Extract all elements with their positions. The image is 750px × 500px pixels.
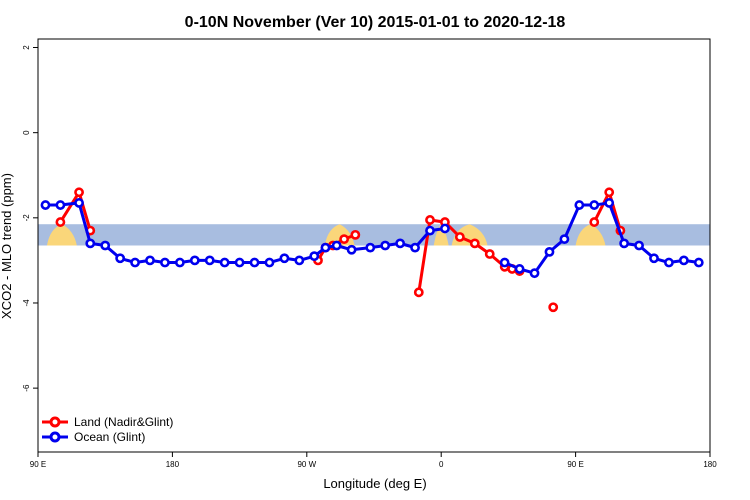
data-point [440,223,450,234]
data-point [499,257,510,268]
plot-frame [37,38,711,453]
x-tick-label: 90 W [297,460,316,469]
data-point [678,255,689,266]
data-point [40,200,51,210]
data-point [85,238,96,249]
data-point [529,268,540,279]
data-point [55,217,66,227]
data-point [294,255,305,266]
data-point [130,257,140,268]
x-tick-label: 180 [703,460,717,469]
y-axis: 2 0 -2 -4 -6 [22,45,38,392]
data-point [339,234,350,245]
data-point [55,200,66,210]
data-point [589,217,600,227]
data-point [249,257,260,268]
data-point [331,240,342,251]
data-point [514,264,525,274]
y-tick-label: -2 [22,214,31,222]
data-point [693,257,704,268]
data-point [189,255,200,266]
data-point [234,257,245,268]
data-point [365,242,376,253]
data-point [425,215,435,225]
data-point [309,251,320,262]
data-point [320,242,331,253]
series-layer [40,187,704,313]
data-point [544,246,555,257]
data-point [204,255,215,266]
y-tick-label: -6 [22,384,31,392]
legend-label-land: Land (Nadir&Glint) [74,415,173,429]
x-axis-label: Longitude (deg E) [323,476,426,491]
legend-item-ocean: Ocean (Glint) [42,430,145,444]
data-point [279,253,290,264]
data-point [74,187,84,198]
legend-item-land: Land (Nadir&Glint) [42,415,173,429]
series-line [45,201,446,265]
y-tick-label: 0 [22,130,31,135]
data-point [604,198,615,208]
data-point [115,253,126,264]
data-point [100,240,111,251]
y-tick-label: 2 [22,45,31,50]
data-point [649,253,659,264]
data-point [174,257,185,268]
x-tick-label: 0 [439,460,444,469]
land-mass [575,224,606,246]
y-tick-label: -4 [22,299,31,307]
data-point [589,200,600,210]
data-point [604,187,615,198]
data-point [413,287,424,298]
data-point [559,234,570,245]
data-point [634,240,644,251]
data-point [469,238,480,249]
data-point [548,302,559,313]
x-tick-label: 180 [166,460,180,469]
data-point [74,198,84,208]
y-axis-label: XCO2 - MLO trend (ppm) [0,173,14,319]
data-point [395,238,406,249]
data-point [664,257,674,268]
data-point [346,244,357,255]
x-tick-label: 90 E [567,460,583,469]
x-tick-label: 90 E [30,460,46,469]
land-mass [46,224,77,246]
data-point [219,257,230,268]
data-point [454,232,465,242]
data-point [160,257,170,268]
data-point [410,242,420,253]
series-land [55,187,626,313]
data-point [425,225,435,236]
data-point [350,229,361,240]
land-mass [433,224,449,246]
data-point [484,249,495,259]
plot-background [38,224,710,246]
legend-label-ocean: Ocean (Glint) [74,430,145,444]
legend: Land (Nadir&Glint) Ocean (Glint) [42,415,173,444]
data-point [380,240,391,251]
x-axis: 90 E 180 90 W 0 90 E 180 [30,452,717,469]
data-point [574,200,585,210]
series-ocean [40,198,704,279]
data-point [145,255,155,266]
ocean-band [38,224,710,246]
data-point [619,238,630,249]
data-point [264,257,275,268]
chart-title: 0-10N November (Ver 10) 2015-01-01 to 20… [185,14,566,31]
